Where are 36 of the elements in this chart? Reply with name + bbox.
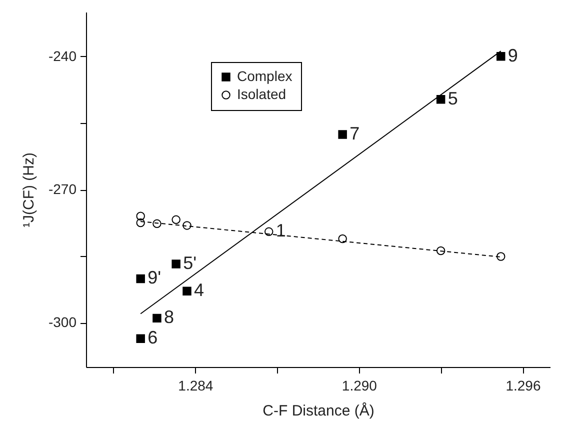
y-tick-label: -240 <box>48 48 77 64</box>
point <box>338 234 347 244</box>
x-tick-label: 1.296 <box>506 378 541 394</box>
annotation: 5 <box>448 88 458 108</box>
annotation: 4 <box>194 280 204 300</box>
y-tick-label: -270 <box>48 181 77 197</box>
point <box>436 95 446 104</box>
point <box>338 130 347 139</box>
x-axis-title: C-F Distance (Å) <box>262 402 374 420</box>
point <box>496 252 506 261</box>
annotation: 5' <box>183 253 197 274</box>
point <box>136 212 145 220</box>
annotation: 6 <box>148 328 158 348</box>
point <box>136 274 145 284</box>
annotation: 9 <box>508 45 518 66</box>
point <box>182 221 192 230</box>
point <box>136 334 145 343</box>
legend-label: Complex <box>237 68 292 84</box>
x-tick-label: 1.284 <box>178 378 214 394</box>
point <box>264 227 274 236</box>
annotation: 8 <box>164 307 174 328</box>
point <box>172 260 180 268</box>
legend-label: Isolated <box>237 86 286 102</box>
point <box>496 52 506 61</box>
point <box>152 314 162 323</box>
y-tick-label: -300 <box>48 314 77 330</box>
y-axis-title: ¹J(CF) (Hz) <box>20 152 38 228</box>
point <box>172 215 180 224</box>
annotation: 1 <box>276 220 286 241</box>
annotation: 7 <box>350 123 360 144</box>
point <box>136 218 145 228</box>
point <box>182 286 192 296</box>
point <box>436 246 446 256</box>
annotation: 9' <box>148 268 162 288</box>
x-tick-label: 1.290 <box>342 378 378 394</box>
point <box>152 219 162 228</box>
